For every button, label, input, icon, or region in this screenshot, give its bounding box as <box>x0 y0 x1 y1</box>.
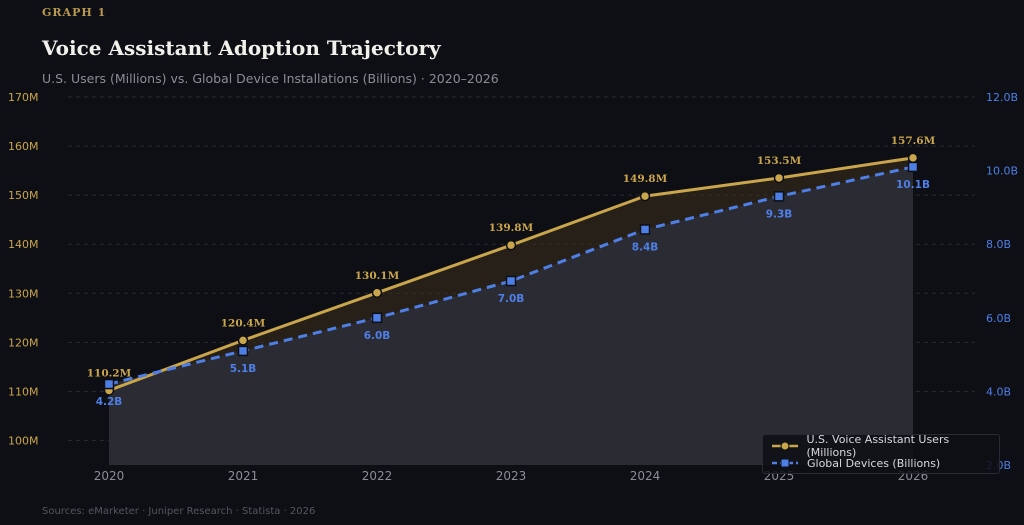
data-label-users: 149.8M <box>623 173 668 185</box>
y-left-tick-label: 100M <box>8 434 39 447</box>
data-label-users: 157.6M <box>891 135 936 147</box>
y-left-tick-label: 170M <box>8 91 39 104</box>
data-label-users: 139.8M <box>489 222 534 234</box>
chart-title: Voice Assistant Adoption Trajectory <box>42 36 441 60</box>
legend-item-devices: Global Devices (Billions) <box>771 455 940 471</box>
x-tick-label: 2022 <box>362 469 393 483</box>
y-right-tick-label: 10.0B <box>986 165 1018 178</box>
data-label-devices: 10.1B <box>896 179 930 191</box>
data-label-users: 110.2M <box>87 367 132 379</box>
data-label-devices: 8.4B <box>632 241 659 253</box>
y-right-tick-label: 4.0B <box>986 385 1011 398</box>
data-point-devices <box>103 378 115 390</box>
legend-swatch-devices <box>772 458 798 468</box>
chart-subtitle: U.S. Users (Millions) vs. Global Device … <box>42 71 499 86</box>
y-left-tick-label: 110M <box>8 385 39 398</box>
data-label-devices: 6.0B <box>364 330 391 342</box>
data-point-users <box>237 335 249 346</box>
data-label-devices: 4.2B <box>96 396 123 408</box>
data-point-users <box>639 190 651 202</box>
sources-footer: Sources: eMarketer · Juniper Research · … <box>42 506 316 517</box>
y-right-tick-label: 6.0B <box>986 312 1011 325</box>
data-point-devices <box>371 312 383 324</box>
y-left-tick-label: 160M <box>8 140 39 153</box>
y-left-tick-label: 130M <box>8 287 39 300</box>
y-right-tick-label: 12.0B <box>986 91 1018 104</box>
data-point-devices <box>907 161 919 173</box>
x-tick-label: 2023 <box>496 469 527 483</box>
data-point-users <box>773 172 785 184</box>
x-tick-label: 2020 <box>94 469 125 483</box>
legend-item-users: U.S. Voice Assistant Users (Millions) <box>771 433 999 459</box>
y-right-tick-label: 8.0B <box>986 238 1011 251</box>
data-label-devices: 9.3B <box>766 208 793 220</box>
data-label-users: 153.5M <box>757 155 802 167</box>
area-fill-devices <box>109 166 913 466</box>
x-tick-label: 2021 <box>228 469 259 483</box>
data-point-devices <box>639 224 651 235</box>
y-left-tick-label: 120M <box>8 336 39 349</box>
x-tick-label: 2024 <box>630 469 661 483</box>
y-left-tick-label: 140M <box>8 238 39 251</box>
graph-kicker: GRAPH 1 <box>42 6 107 19</box>
data-point-devices <box>237 345 249 357</box>
y-left-tick-label: 150M <box>8 189 39 202</box>
data-point-users <box>907 152 919 164</box>
legend-label-devices: Global Devices (Billions) <box>807 456 941 470</box>
data-label-users: 120.4M <box>221 317 266 329</box>
data-label-users: 130.1M <box>355 270 400 282</box>
data-label-devices: 7.0B <box>498 293 525 305</box>
legend-swatch-users <box>772 441 798 451</box>
data-point-users <box>505 239 517 251</box>
data-point-devices <box>773 191 785 202</box>
data-label-devices: 5.1B <box>230 363 257 375</box>
chart-legend: U.S. Voice Assistant Users (Millions) Gl… <box>762 433 1000 474</box>
legend-label-users: U.S. Voice Assistant Users (Millions) <box>806 433 950 459</box>
data-point-users <box>371 287 383 299</box>
data-point-devices <box>505 275 517 287</box>
